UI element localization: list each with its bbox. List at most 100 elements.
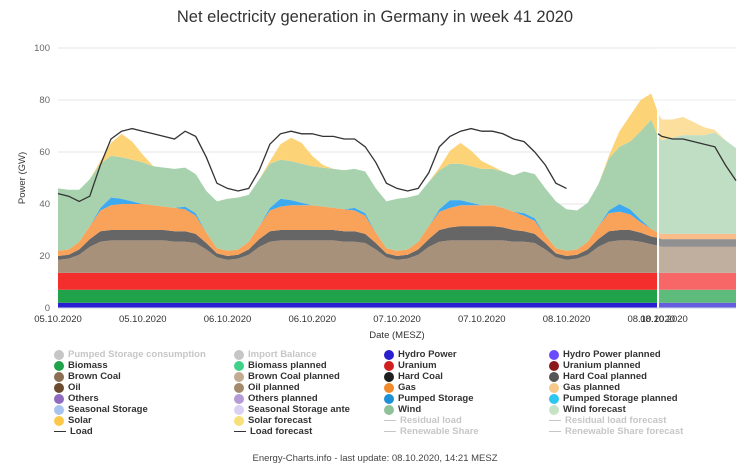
legend-line-icon (234, 431, 246, 432)
legend-item[interactable]: Seasonal Storage (54, 404, 148, 415)
legend-label: Brown Coal planned (248, 371, 340, 382)
area-pumped-storage (58, 197, 736, 251)
legend-item[interactable]: Import Balance (234, 349, 317, 360)
y-tick-label: 100 (34, 43, 50, 54)
legend-item[interactable]: Residual load forecast (549, 415, 666, 426)
x-axis-title: Date (MESZ) (369, 330, 424, 341)
legend-dot-icon (549, 404, 559, 415)
legend-label: Uranium (398, 360, 437, 371)
legend-dot-icon (384, 349, 394, 360)
y-axis-title: Power (GW) (17, 152, 28, 204)
legend-label: Biomass planned (248, 360, 327, 371)
legend-item[interactable]: Hard Coal (384, 371, 443, 382)
legend-dot-icon (54, 349, 64, 360)
load-line (57, 127, 567, 203)
legend-label: Others (68, 393, 99, 404)
legend-item[interactable]: Seasonal Storage ante (234, 404, 350, 415)
legend-dot-icon (234, 360, 244, 371)
legend-item[interactable]: Wind (384, 404, 421, 415)
legend-label: Wind (398, 404, 422, 415)
chart-area: 0 20 40 60 80 100 05.10.2020 05.10.2020 06.10.20… (17, 43, 737, 341)
legend-label: Residual load forecast (565, 415, 667, 426)
legend-label: Hard Coal (398, 371, 443, 382)
x-tick-label: 06.10.2020 (204, 314, 252, 325)
y-tick-label: 80 (39, 95, 50, 106)
legend-dot-icon (234, 349, 244, 360)
legend-label: Brown Coal (68, 371, 121, 382)
legend-item[interactable]: Oil planned (234, 382, 300, 393)
legend-label: Hydro Power (398, 349, 457, 360)
legend-item[interactable]: Load forecast (234, 426, 312, 437)
legend-item[interactable]: Hydro Power planned (549, 349, 661, 360)
legend-item[interactable]: Hydro Power (384, 349, 457, 360)
legend-item[interactable]: Oil (54, 382, 81, 393)
legend-dot-icon (54, 404, 64, 415)
x-tick-label: 07.10.2020 (458, 314, 506, 325)
legend-item[interactable]: Pumped Storage (384, 393, 474, 404)
forecast-overlay (658, 48, 736, 308)
legend-label: Residual load (400, 415, 462, 426)
area-brown-coal (58, 240, 736, 273)
legend-item[interactable]: Wind forecast (549, 404, 626, 415)
x-tick-label: 05.10.2020 (34, 314, 82, 325)
legend-item[interactable]: Brown Coal planned (234, 371, 340, 382)
legend-item[interactable]: Biomass planned (234, 360, 327, 371)
y-tick-label: 0 (45, 303, 50, 314)
legend-label: Biomass (68, 360, 108, 371)
legend-dot-icon (234, 393, 244, 404)
x-tick-label: 05.10.2020 (119, 314, 167, 325)
legend-line-icon (549, 420, 561, 421)
legend-dot-icon (549, 360, 559, 371)
legend-dot-icon (384, 382, 394, 393)
chart-title: Net electricity generation in Germany in… (176, 8, 574, 26)
legend-label: Renewable Share (400, 426, 479, 437)
y-tick-label: 60 (39, 147, 50, 158)
legend-item[interactable]: Renewable Share (384, 426, 479, 437)
stacked-areas (58, 48, 736, 308)
legend-label: Pumped Storage planned (563, 393, 678, 404)
legend-label: Load forecast (250, 426, 313, 437)
legend-label: Wind forecast (563, 404, 626, 415)
legend-label: Hydro Power planned (563, 349, 661, 360)
legend-label: Renewable Share forecast (565, 426, 684, 437)
legend-item[interactable]: Others (54, 393, 99, 404)
legend-item[interactable]: Solar (54, 415, 92, 426)
area-biomass (58, 289, 736, 303)
legend-item[interactable]: Renewable Share forecast (549, 426, 683, 437)
legend-dot-icon (384, 404, 394, 415)
legend-item[interactable]: Uranium (384, 360, 437, 371)
legend-item[interactable]: Gas (384, 382, 416, 393)
legend-label: Seasonal Storage (68, 404, 148, 415)
legend-item[interactable]: Residual load (384, 415, 462, 426)
legend-item[interactable]: Uranium planned (549, 360, 641, 371)
legend-dot-icon (384, 360, 394, 371)
legend-label: Hard Coal planned (563, 371, 647, 382)
legend-item[interactable]: Biomass (54, 360, 108, 371)
legend-dot-icon (54, 393, 64, 404)
legend-line-icon (549, 431, 561, 432)
legend-item[interactable]: Pumped Storage consumption (54, 349, 206, 360)
legend-label: Load (70, 426, 93, 437)
legend-item[interactable]: Brown Coal (54, 371, 121, 382)
legend-dot-icon (234, 404, 244, 415)
legend-item[interactable]: Pumped Storage planned (549, 393, 678, 404)
legend-dot-icon (54, 382, 64, 393)
legend-line-icon (54, 431, 66, 432)
x-tick-label: 08.10.2020 (543, 314, 591, 325)
legend-label: Gas planned (563, 382, 621, 393)
legend-dot-icon (384, 371, 394, 382)
legend-item[interactable]: Load (54, 426, 93, 437)
load-forecast-line (657, 133, 737, 181)
axes: 0 20 40 60 80 100 05.10.2020 05.10.2020 06.10.20… (17, 43, 736, 341)
legend-dot-icon (549, 349, 559, 360)
legend-dot-icon (54, 371, 64, 382)
legend-item[interactable]: Hard Coal planned (549, 371, 647, 382)
legend-item[interactable]: Others planned (234, 393, 318, 404)
legend-item[interactable]: Solar forecast (234, 415, 311, 426)
y-tick-label: 20 (39, 251, 50, 262)
legend-dot-icon (234, 371, 244, 382)
legend-line-icon (384, 431, 396, 432)
legend-dot-icon (384, 393, 394, 404)
x-tick-label: 08.10.2020 (640, 314, 688, 325)
legend-item[interactable]: Gas planned (549, 382, 620, 393)
